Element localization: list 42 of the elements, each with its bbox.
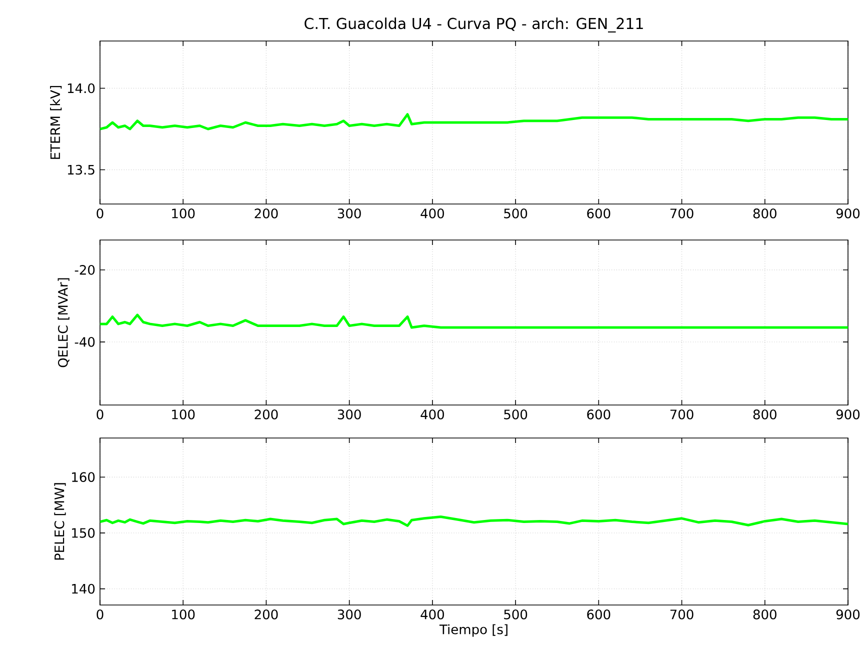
x-tick-label: 800 <box>753 208 776 218</box>
y-axis-title: QELEC [MVAr] <box>58 278 70 368</box>
x-tick-label: 800 <box>753 610 776 620</box>
x-tick-label: 200 <box>254 208 278 218</box>
x-tick-label: 600 <box>587 208 610 218</box>
y-axis-title: ETERM [kV] <box>50 86 62 159</box>
chart-title: C.T. Guacolda U4 - Curva PQ - arch: GEN_211 <box>304 18 643 32</box>
x-tick-label: 400 <box>420 208 444 218</box>
y-tick-label: -20 <box>74 264 95 275</box>
x-tick-label: 0 <box>96 208 104 218</box>
x-tick-label: 600 <box>587 610 610 620</box>
x-axis-title: Tiempo [s] <box>439 624 508 637</box>
x-tick-label: 900 <box>836 208 860 218</box>
x-tick-label: 700 <box>670 410 694 420</box>
x-tick-label: 0 <box>96 610 104 620</box>
x-tick-label: 200 <box>254 610 278 620</box>
x-tick-label: 500 <box>504 208 528 218</box>
y-tick-label: 160 <box>72 472 95 482</box>
x-tick-label: 0 <box>96 410 104 420</box>
x-tick-label: 800 <box>753 410 776 420</box>
x-tick-label: 300 <box>338 208 361 218</box>
x-tick-label: 700 <box>670 208 694 218</box>
x-tick-label: 300 <box>338 610 361 620</box>
y-tick-label: 150 <box>72 528 95 538</box>
x-tick-label: 400 <box>420 610 444 620</box>
x-tick-label: 100 <box>172 410 195 420</box>
y-tick-label: -40 <box>74 337 95 347</box>
y-tick-label: 14.0 <box>68 83 95 94</box>
y-tick-label: 140 <box>72 584 95 594</box>
y-tick-label: 13.5 <box>68 164 94 175</box>
x-tick-label: 100 <box>172 610 195 620</box>
x-tick-label: 300 <box>338 410 361 420</box>
x-tick-label: 900 <box>836 610 860 620</box>
x-tick-label: 100 <box>172 208 195 218</box>
x-tick-label: 700 <box>670 610 694 620</box>
x-tick-label: 400 <box>420 410 444 420</box>
x-tick-label: 500 <box>504 410 528 420</box>
x-tick-label: 200 <box>254 410 278 420</box>
x-tick-label: 500 <box>504 610 528 620</box>
x-tick-label: 600 <box>587 410 610 420</box>
x-tick-label: 900 <box>836 410 860 420</box>
y-axis-title: PELEC [MW] <box>54 483 66 560</box>
